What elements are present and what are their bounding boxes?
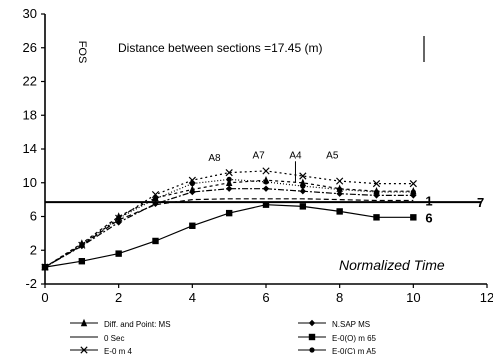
data-point [373,189,380,195]
x-tick-label: 0 [41,290,48,305]
data-point [336,190,343,197]
reference-line-label: 7 [477,195,484,210]
data-point [373,192,380,199]
series-line-a8 [44,178,414,268]
legend-label: Diff. and Point: MS [104,320,171,329]
data-point [262,185,270,192]
y-tick-label: 22 [23,74,37,89]
y-tick-label: 6 [30,209,37,224]
series-line-a4 [44,179,414,268]
data-point [189,180,195,187]
y-tick-label: 18 [23,107,37,122]
data-point [373,214,380,221]
series-line-a7 [44,188,414,268]
legend-marker [309,347,315,353]
data-point [189,222,196,229]
x-tick-label: 12 [480,290,493,305]
x-tick-label: 10 [406,290,420,305]
y-tick-label: 14 [23,141,37,156]
annotation-text: Distance between sections =17.45 (m) [118,41,322,55]
data-point [299,203,307,210]
y-tick-label: 26 [23,40,37,55]
data-point [152,237,159,245]
data-point [225,169,233,177]
data-point [225,178,233,186]
data-point [337,186,343,193]
x-tick-label: 8 [336,290,343,305]
legend-entry: 0 Sec [70,334,124,343]
data-point [336,208,343,215]
data-point [263,179,269,185]
legend-marker [80,346,88,354]
legend-marker [308,333,316,341]
x-tick-label: 2 [115,290,122,305]
point-label: A8 [208,153,221,164]
data-point [410,189,416,195]
data-point [225,209,233,217]
legend-entry: E-0(O) m 65 [298,333,377,343]
legend-entry: Diff. and Point: MS [70,318,171,329]
data-point [115,219,122,226]
legend-entry: E-0 m 4 [70,346,133,354]
data-point [225,185,233,192]
data-point [79,241,85,247]
data-point [299,172,307,180]
data-point [299,187,307,195]
data-point [226,176,232,182]
legend-marker [308,319,316,327]
data-point [409,179,417,188]
x-tick-label: 4 [189,290,196,305]
legend-label: 0 Sec [104,334,124,343]
data-point [336,177,344,185]
legend-entry: E-0(C) m A5 [298,347,377,354]
series-line-1 [44,198,414,268]
y-tick-label: 2 [30,242,37,257]
legend-label: E-0(O) m 65 [332,334,377,343]
series-end-label: 1 [425,193,432,208]
data-point [151,190,160,199]
x-axis-label: Normalized Time [339,257,445,273]
data-point [262,201,270,208]
data-point [189,188,196,196]
point-label: A4 [289,150,302,161]
data-point [116,215,122,221]
y-tick-label: 30 [23,6,37,21]
data-point [262,167,270,175]
legend-entry: N.SAP MS [298,319,370,329]
data-point [372,179,381,188]
data-point [42,264,48,270]
data-point [115,250,122,257]
point-label: A7 [253,150,266,161]
data-point [300,183,306,189]
y-tick-label: -2 [25,276,37,291]
legend-label: E-0 m 4 [104,347,133,354]
legend-label: N.SAP MS [332,320,370,329]
series-end-label: 6 [425,210,432,225]
y-tick-label: 10 [23,175,37,190]
point-label: A5 [326,150,339,161]
data-point [152,196,159,202]
data-point [410,214,417,221]
y-axis-label: FOS [76,41,88,64]
x-tick-label: 6 [262,290,269,305]
data-point [152,200,159,208]
data-point [78,258,86,265]
legend-label: E-0(C) m A5 [332,347,377,354]
legend-marker [80,318,88,327]
